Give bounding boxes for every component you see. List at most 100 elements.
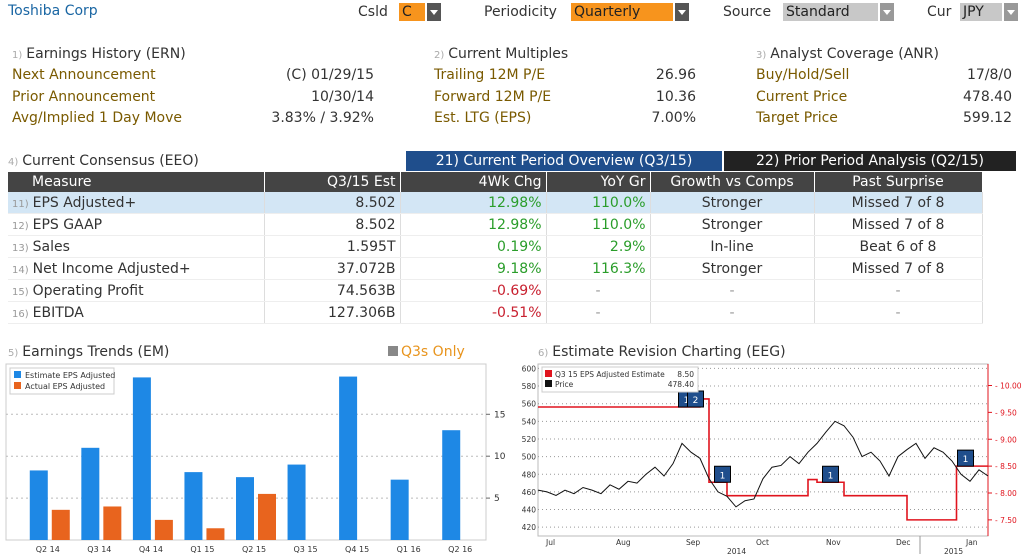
- legend-swatch-estimate: [545, 370, 552, 377]
- bar-actual[interactable]: [51, 509, 70, 540]
- table-row[interactable]: 15) Operating Profit 74.563B -0.69% - - -: [8, 279, 983, 302]
- col-past-surprise[interactable]: Past Surprise: [814, 172, 983, 192]
- tab-current-period-overview[interactable]: 21) Current Period Overview (Q3/15): [406, 151, 722, 171]
- checkbox-icon[interactable]: [388, 346, 398, 356]
- cur-dropdown-icon[interactable]: [1004, 3, 1018, 21]
- col-est[interactable]: Q3/15 Est: [264, 172, 401, 192]
- csld-label: Csld: [358, 4, 388, 20]
- bar-estimate[interactable]: [184, 472, 203, 540]
- tab-prior-period-analysis[interactable]: 22) Prior Period Analysis (Q2/15): [724, 151, 1016, 171]
- comps-cell: -: [650, 301, 815, 324]
- est-cell: 1.595T: [264, 235, 401, 258]
- table-row[interactable]: 13) Sales 1.595T 0.19% 2.9% In-line Beat …: [8, 235, 983, 258]
- q3s-only-toggle[interactable]: Q3s Only: [388, 344, 465, 360]
- right-tick-label: - 10.00: [995, 382, 1022, 391]
- measure-cell: EBITDA: [32, 304, 84, 321]
- bar-actual[interactable]: [258, 493, 276, 540]
- avg-move-label: Avg/Implied 1 Day Move: [12, 110, 183, 126]
- revision-marker[interactable]: 1: [822, 465, 839, 483]
- bar-estimate[interactable]: [390, 479, 409, 540]
- revision-marker[interactable]: 1: [957, 449, 974, 467]
- bar-actual[interactable]: [206, 528, 225, 540]
- x-tick-label: Q4 14: [139, 545, 163, 554]
- prior-announcement-label: Prior Announcement: [12, 89, 156, 105]
- cur-label: Cur: [927, 4, 952, 20]
- x-tick-label: Q3 15: [294, 545, 318, 554]
- left-tick-label: 420: [522, 523, 537, 532]
- earnings-trends-title[interactable]: 5) Earnings Trends (EM): [8, 344, 170, 360]
- bar-estimate[interactable]: [287, 464, 306, 540]
- marker-box: [957, 449, 974, 467]
- yoy-cell: 110.0%: [546, 192, 651, 214]
- csld-select[interactable]: C: [399, 3, 425, 21]
- yoy-cell: 116.3%: [546, 257, 651, 280]
- source-dropdown-icon[interactable]: [880, 3, 894, 21]
- left-tick-label: 460: [522, 488, 537, 497]
- bar-actual[interactable]: [154, 519, 173, 540]
- comps-cell: Stronger: [650, 192, 815, 214]
- bar-actual[interactable]: [103, 506, 122, 540]
- bar-estimate[interactable]: [132, 377, 151, 540]
- cur-select[interactable]: JPY: [960, 3, 1002, 21]
- revision-marker[interactable]: 2: [687, 390, 704, 408]
- revision-plot-area: [537, 363, 989, 537]
- chg-cell: 12.98%: [400, 213, 547, 236]
- bar-estimate[interactable]: [81, 447, 100, 540]
- yoy-cell: -: [546, 279, 651, 302]
- marker-box: [714, 465, 731, 483]
- earnings-history-title[interactable]: 1) Earnings History (ERN): [12, 46, 186, 62]
- forward-pe-value: 10.36: [655, 89, 696, 105]
- left-tick-label: 600: [522, 364, 537, 373]
- est-cell: 74.563B: [264, 279, 401, 302]
- y-tick-label: 10: [494, 452, 506, 462]
- x-tick-label: Sep: [686, 538, 700, 547]
- revision-chart-title[interactable]: 6) Estimate Revision Charting (EEG): [538, 344, 786, 360]
- bar-estimate[interactable]: [236, 477, 254, 540]
- yoy-cell: 110.0%: [546, 213, 651, 236]
- bar-estimate[interactable]: [339, 376, 358, 540]
- y-tick-label: 15: [494, 410, 505, 420]
- surprise-cell: Missed 7 of 8: [814, 213, 983, 236]
- legend-swatch-estimate: [14, 371, 21, 378]
- bar-estimate[interactable]: [442, 430, 461, 540]
- chg-cell: -0.69%: [400, 279, 547, 302]
- col-measure[interactable]: Measure: [8, 172, 265, 192]
- analyst-coverage-title[interactable]: 3) Analyst Coverage (ANR): [756, 46, 939, 62]
- comps-cell: -: [650, 279, 815, 302]
- year-label: 2015: [944, 547, 963, 556]
- legend-price-value: 478.40: [668, 380, 694, 389]
- table-row[interactable]: 16) EBITDA 127.306B -0.51% - - -: [8, 301, 983, 324]
- legend-box: [9, 367, 115, 395]
- csld-dropdown-icon[interactable]: [427, 3, 441, 21]
- table-row[interactable]: 14) Net Income Adjusted+ 37.072B 9.18% 11…: [8, 257, 983, 280]
- source-select[interactable]: Standard: [783, 3, 878, 21]
- consensus-table: Measure Q3/15 Est 4Wk Chg YoY Gr Growth …: [8, 172, 983, 324]
- bar-estimate[interactable]: [29, 470, 48, 540]
- est-cell: 127.306B: [264, 301, 401, 324]
- col-yoy[interactable]: YoY Gr: [546, 172, 651, 192]
- measure-cell: Sales: [32, 238, 70, 255]
- table-row[interactable]: 12) EPS GAAP 8.502 12.98% 110.0% Stronger…: [8, 213, 983, 236]
- chg-cell: 0.19%: [400, 235, 547, 258]
- x-tick-label: Q1 15: [190, 545, 214, 554]
- surprise-cell: -: [814, 301, 983, 324]
- revision-marker[interactable]: 1: [714, 465, 731, 483]
- right-tick-label: - 8.00: [995, 489, 1017, 498]
- top-bar: Toshiba Corp Csld C Periodicity Quarterl…: [0, 0, 1024, 24]
- col-chg[interactable]: 4Wk Chg: [400, 172, 547, 192]
- consensus-title[interactable]: 4) Current Consensus (EEO): [8, 153, 199, 169]
- periodicity-dropdown-icon[interactable]: [675, 3, 689, 21]
- marker-label: 1: [684, 396, 690, 406]
- current-price-label: Current Price: [756, 89, 848, 105]
- left-tick-label: 500: [522, 453, 537, 462]
- yoy-cell: 2.9%: [546, 235, 651, 258]
- table-row[interactable]: 11) EPS Adjusted+ 8.502 12.98% 110.0% Str…: [8, 192, 983, 214]
- chart-x-axis: Q2 14 Q3 14 Q4 14 Q1 15 Q2 15 Q3 15 Q4 15 Q1 16…: [36, 545, 473, 554]
- left-tick-label: 540: [522, 417, 537, 426]
- prior-announcement-value: 10/30/14: [311, 89, 374, 105]
- col-growth-vs-comps[interactable]: Growth vs Comps: [650, 172, 815, 192]
- legend-swatch-actual: [14, 382, 21, 389]
- chg-cell: 9.18%: [400, 257, 547, 280]
- current-multiples-title[interactable]: 2) Current Multiples: [434, 46, 569, 62]
- periodicity-select[interactable]: Quarterly: [571, 3, 673, 21]
